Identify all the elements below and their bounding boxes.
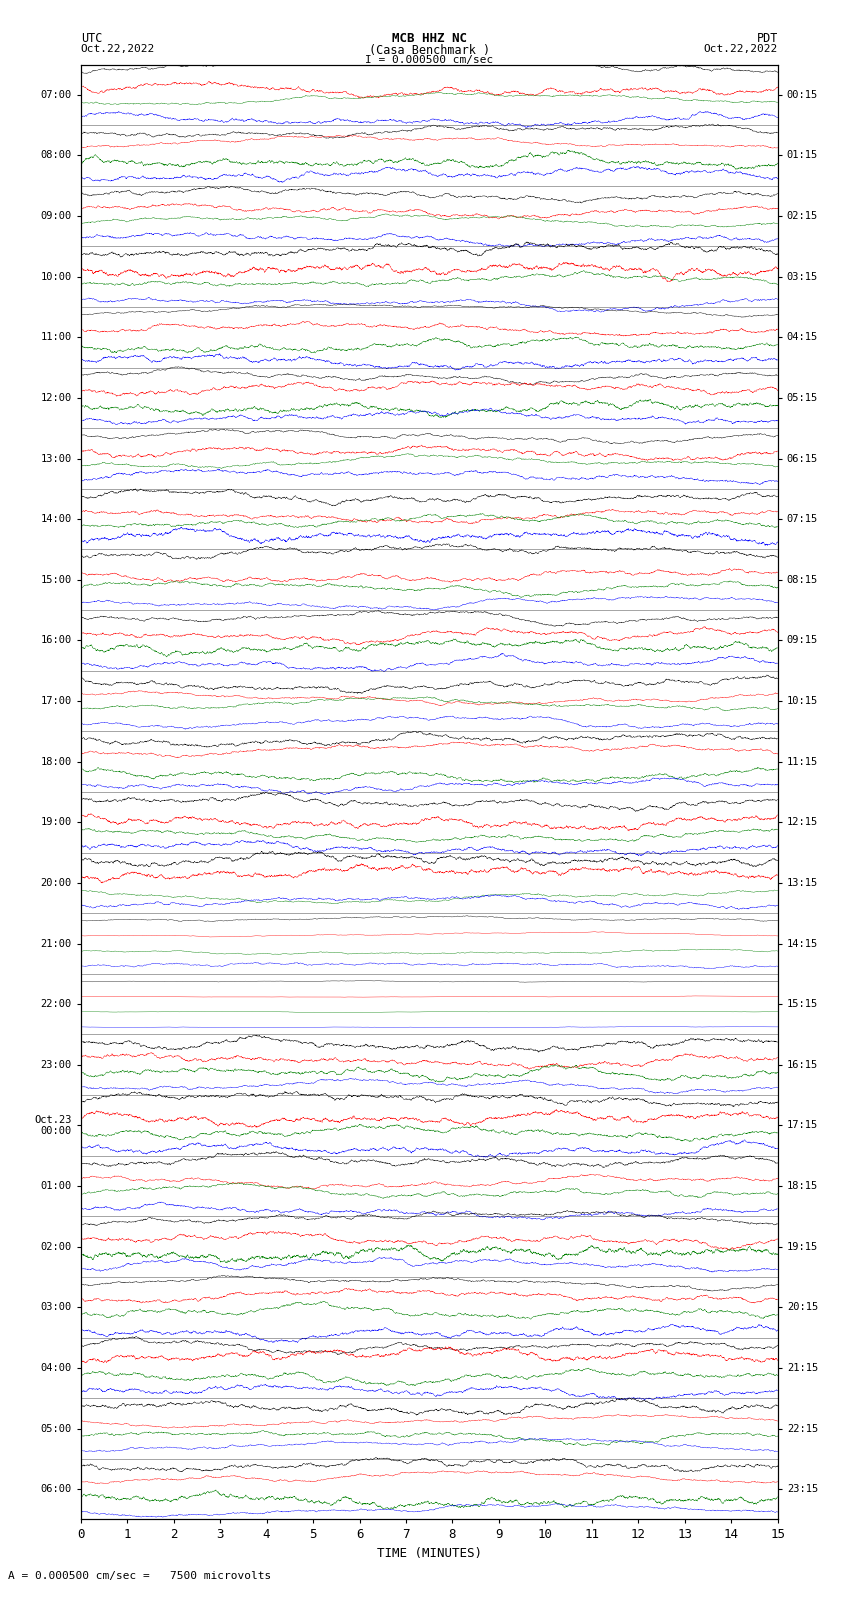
Text: UTC: UTC (81, 32, 102, 45)
Text: (Casa Benchmark ): (Casa Benchmark ) (369, 44, 490, 56)
Text: I = 0.000500 cm/sec: I = 0.000500 cm/sec (366, 55, 493, 65)
X-axis label: TIME (MINUTES): TIME (MINUTES) (377, 1547, 482, 1560)
Text: MCB HHZ NC: MCB HHZ NC (392, 32, 467, 45)
Text: Oct.22,2022: Oct.22,2022 (704, 44, 778, 53)
Text: A = 0.000500 cm/sec =   7500 microvolts: A = 0.000500 cm/sec = 7500 microvolts (8, 1571, 272, 1581)
Text: PDT: PDT (756, 32, 778, 45)
Text: Oct.22,2022: Oct.22,2022 (81, 44, 155, 53)
